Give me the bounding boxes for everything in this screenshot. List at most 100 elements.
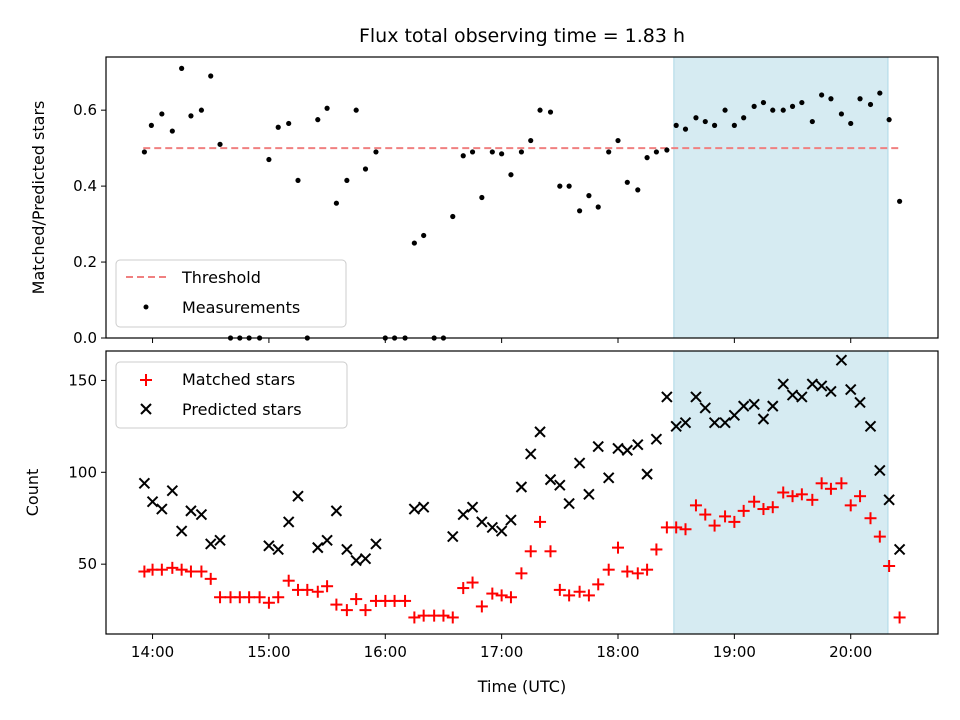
matched-legend-label: Matched stars [182, 370, 295, 389]
matched-point [417, 609, 430, 622]
matched-point [486, 587, 499, 600]
predicted-point [728, 409, 741, 422]
y-tick-label: 50 [78, 555, 97, 573]
matched-point [883, 560, 896, 573]
measurement-point [770, 107, 776, 113]
predicted-point [777, 378, 789, 390]
matched-point [795, 488, 808, 501]
measurement-point [702, 118, 708, 125]
measurement-point [867, 101, 874, 108]
predicted-point [495, 525, 508, 537]
matched-point [612, 541, 624, 554]
predicted-point [359, 552, 372, 565]
predicted-point [883, 494, 895, 506]
ratio-legend: Threshold Measurements [115, 259, 347, 328]
matched-point [184, 565, 197, 578]
x-tick-label: 20:00 [829, 643, 872, 661]
measurement-point [411, 240, 417, 246]
matched-legend-swatch [140, 374, 152, 386]
predicted-point [786, 389, 799, 401]
matched-point [631, 567, 644, 580]
matched-point [446, 611, 459, 624]
matched-point [602, 563, 615, 576]
matched-point [670, 521, 683, 534]
ratio-axis-ticks: 0.0 0.2 0.4 0.6 [73, 101, 852, 347]
matched-point [408, 611, 421, 624]
predicted-point [447, 530, 459, 543]
matched-point [708, 519, 721, 532]
matched-point [457, 582, 470, 595]
predicted-point [175, 525, 188, 537]
predicted-point [292, 490, 304, 502]
predicted-point [263, 540, 275, 552]
matched-point [573, 585, 586, 598]
y-tick-label: 0.4 [73, 177, 97, 195]
measurement-point [741, 115, 747, 121]
matched-point [699, 508, 712, 521]
predicted-point [272, 543, 284, 556]
measurement-point [557, 183, 563, 189]
count-y-axis-label: Count [23, 469, 42, 517]
y-tick-label: 100 [68, 463, 97, 481]
measurement-point [682, 126, 689, 132]
measurement-point [421, 232, 427, 239]
matched-point [437, 609, 450, 622]
y-tick-label: 0.0 [73, 329, 97, 347]
predicted-point [525, 448, 537, 460]
predicted-point [312, 541, 324, 554]
matched-point [272, 591, 285, 604]
measurement-point [362, 166, 369, 172]
measurement-point [644, 155, 650, 161]
measurement-point [624, 179, 630, 185]
count-legend-box [115, 361, 348, 429]
predicted-point [719, 416, 731, 429]
matched-point [815, 477, 828, 490]
measurement-point [469, 149, 476, 155]
matched-point [138, 565, 151, 578]
predicted-point [554, 479, 566, 491]
measurement-point [877, 90, 883, 96]
chart-title: Flux total observing time = 1.83 h [359, 25, 685, 47]
matched-point [582, 589, 595, 602]
predicted-point [466, 501, 479, 513]
measurement-point [479, 194, 485, 201]
matched-point [563, 589, 576, 602]
measurement-point [537, 107, 543, 113]
matched-point [824, 482, 837, 495]
measurement-point [547, 109, 554, 115]
predicted-point [408, 503, 421, 515]
y-tick-label: 150 [68, 371, 97, 389]
measurement-point [809, 118, 815, 125]
matched-point [621, 565, 634, 578]
matched-point [893, 611, 906, 624]
predicted-point [767, 400, 779, 412]
x-tick-label: 16:00 [364, 643, 407, 661]
predicted-point [573, 457, 586, 469]
measurement-point [333, 200, 339, 206]
matched-point [301, 583, 314, 596]
predicted-legend-swatch [140, 403, 152, 415]
matched-point [475, 600, 488, 613]
matched-point [214, 591, 227, 604]
measurement-point [838, 111, 845, 117]
matched-point [253, 591, 266, 604]
predicted-point [806, 378, 819, 390]
predicted-point [185, 505, 197, 517]
measurement-point [266, 156, 272, 163]
measurement-point [799, 99, 805, 106]
predicted-point [156, 503, 168, 515]
measurement-point [789, 103, 796, 109]
y-tick-label: 0.6 [73, 101, 97, 119]
measurement-point [615, 137, 621, 144]
matched-point [679, 523, 692, 536]
predicted-point [825, 385, 837, 398]
predicted-point [757, 413, 770, 425]
predicted-point [476, 516, 488, 528]
matched-point [204, 572, 217, 585]
predicted-point [650, 433, 663, 445]
predicted-point [612, 442, 624, 455]
measurement-point [566, 183, 572, 189]
matched-point [350, 593, 363, 606]
predicted-point [214, 534, 226, 546]
